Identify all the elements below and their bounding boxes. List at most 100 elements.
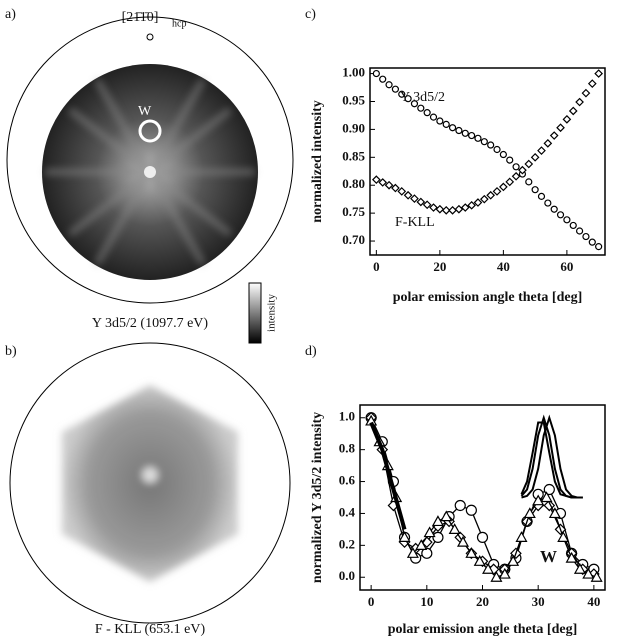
- marker: [429, 113, 438, 121]
- y-tick-label: 0.85: [342, 148, 365, 163]
- marker: [404, 95, 412, 103]
- y-tick-label: 0.90: [342, 120, 365, 135]
- marker: [415, 539, 428, 550]
- marker: [379, 75, 387, 83]
- marker: [499, 182, 508, 192]
- marker: [550, 205, 558, 213]
- marker: [492, 187, 502, 196]
- y-tick-label: 1.0: [339, 409, 355, 424]
- marker: [512, 163, 520, 171]
- marker: [507, 555, 520, 566]
- y-tick-label: 0.6: [339, 473, 356, 488]
- marker: [525, 178, 533, 186]
- marker: [372, 69, 380, 78]
- marker: [422, 200, 432, 210]
- marker: [456, 535, 470, 547]
- marker: [594, 69, 603, 78]
- marker: [524, 159, 534, 169]
- y-tick-label: 0.2: [339, 536, 355, 551]
- marker: [454, 204, 464, 214]
- marker: [435, 204, 445, 214]
- marker: [417, 104, 425, 112]
- marker: [465, 547, 478, 558]
- marker: [465, 504, 477, 516]
- marker: [467, 200, 476, 210]
- marker: [474, 134, 482, 142]
- caption: F - KLL (653.1 eV): [95, 622, 206, 637]
- marker: [575, 97, 584, 107]
- y-tick-label: 0.0: [339, 568, 355, 583]
- panel-label: b): [5, 344, 17, 359]
- marker: [511, 171, 521, 181]
- marker: [476, 531, 489, 543]
- w-label: W: [138, 104, 152, 119]
- x-tick-label: 20: [433, 259, 446, 274]
- marker: [436, 117, 444, 125]
- marker: [544, 199, 552, 207]
- marker: [416, 197, 426, 207]
- marker: [440, 510, 453, 522]
- marker: [557, 531, 570, 542]
- marker: [487, 141, 495, 149]
- marker: [398, 531, 411, 542]
- y-tick-label: 0.8: [339, 441, 356, 456]
- marker: [530, 152, 540, 162]
- plot-frame: [369, 67, 606, 256]
- marker: [506, 156, 514, 164]
- marker: [531, 186, 539, 194]
- marker: [398, 90, 406, 98]
- y-tick-label: 0.80: [342, 176, 365, 191]
- marker: [581, 88, 591, 98]
- marker: [505, 177, 515, 187]
- colorbar-label: intensity: [266, 294, 278, 332]
- x-tick-label: 40: [587, 594, 600, 609]
- x-tick-label: 0: [368, 594, 375, 609]
- marker: [461, 129, 469, 137]
- marker: [537, 192, 546, 200]
- marker: [460, 203, 470, 212]
- marker: [448, 205, 457, 215]
- marker: [448, 124, 457, 132]
- direction-subscript: hcp: [172, 18, 186, 29]
- marker: [432, 531, 444, 543]
- diffraction-pattern: [62, 385, 238, 582]
- y-axis-label: normalized intensity: [310, 100, 325, 223]
- marker: [556, 123, 565, 133]
- marker: [493, 145, 501, 154]
- series-line: [370, 417, 595, 575]
- marker: [575, 227, 584, 235]
- series-label: F-KLL: [395, 215, 435, 230]
- marker: [473, 198, 483, 207]
- panel-label: c): [305, 7, 316, 22]
- marker: [573, 563, 586, 574]
- marker: [490, 571, 503, 582]
- marker: [391, 183, 400, 193]
- caption: Y 3d5/2 (1097.7 eV): [92, 316, 208, 331]
- marker: [454, 499, 466, 512]
- series-line: [520, 414, 583, 499]
- marker: [595, 243, 603, 251]
- w-marker: [138, 119, 162, 143]
- marker: [423, 526, 436, 538]
- marker: [588, 238, 596, 246]
- marker: [543, 139, 553, 148]
- direction-marker: [146, 33, 154, 41]
- panel-label: d): [305, 344, 317, 359]
- marker: [384, 180, 394, 190]
- marker: [479, 194, 489, 204]
- marker: [406, 547, 419, 558]
- outer-circle: [6, 16, 294, 304]
- marker: [515, 531, 528, 542]
- marker: [378, 178, 388, 187]
- x-tick-label: 20: [476, 594, 489, 609]
- marker: [441, 205, 451, 215]
- marker: [473, 555, 486, 566]
- y-tick-label: 0.95: [342, 92, 365, 107]
- y-tick-label: 1.00: [342, 65, 365, 80]
- marker: [397, 187, 407, 196]
- marker: [498, 567, 511, 579]
- marker: [518, 165, 527, 175]
- panel-label: a): [5, 7, 16, 22]
- marker: [565, 551, 578, 563]
